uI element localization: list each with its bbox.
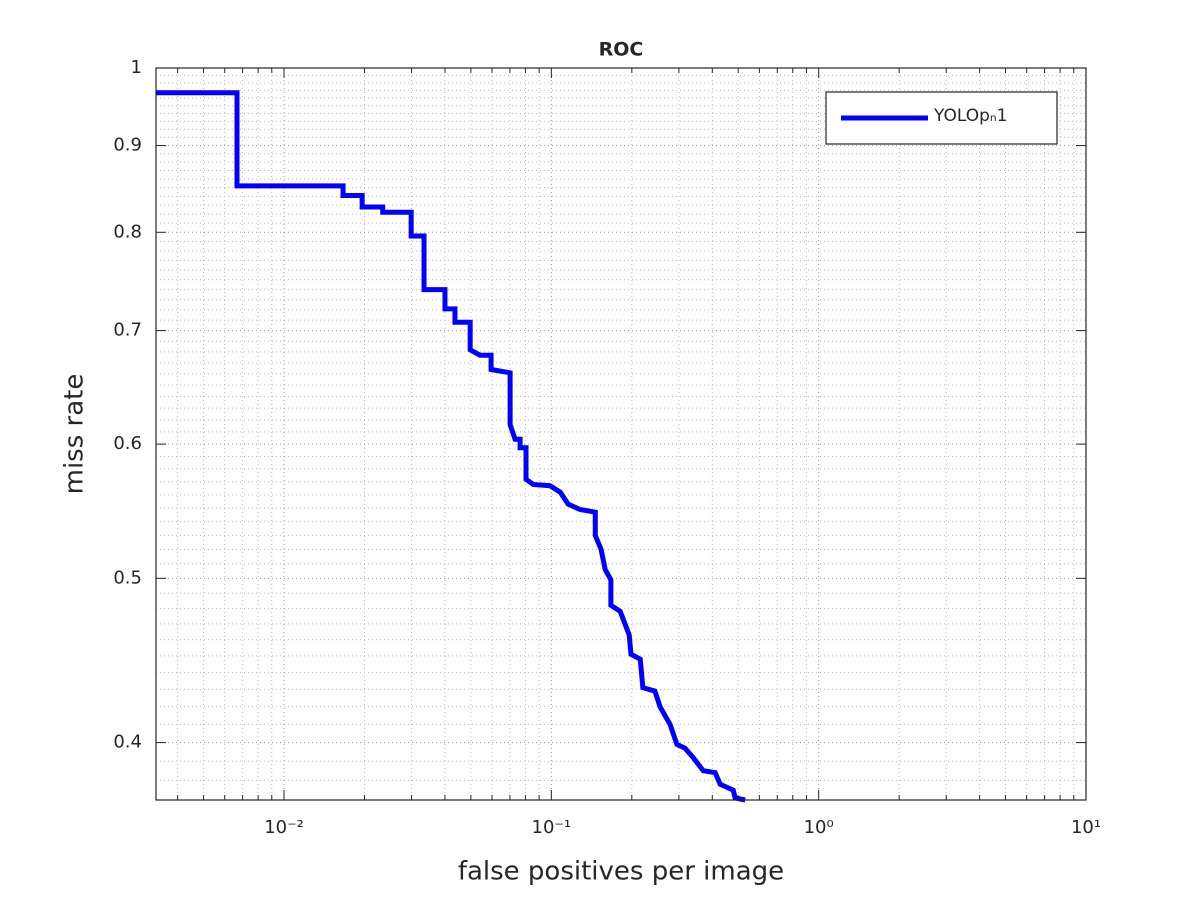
chart-title: ROC [599,39,644,61]
y-tick-label: 1 [131,57,142,78]
legend: YOLOpₙ1 [825,91,1058,145]
x-tick-label: 10⁻¹ [532,817,572,838]
series-line [156,90,746,803]
grid [156,67,1087,801]
legend-box [825,91,1058,145]
y-tick-label: 0.9 [113,135,142,156]
x-tick-label: 10¹ [1071,817,1101,838]
y-tick-label: 0.5 [113,567,142,588]
y-tick-label: 0.8 [113,221,142,242]
y-tick-label: 0.4 [113,732,142,753]
x-axis-label: false positives per image [458,857,784,887]
y-tick-label: 0.7 [113,320,142,341]
legend-label: YOLOpₙ1 [933,106,1007,126]
y-axis-label: miss rate [60,374,90,495]
plot [156,90,746,803]
labels: 10⁻² 10⁻¹ 10⁰ 10¹ 0.4 0.5 0.6 0.7 0.8 0.9 1 [113,57,1101,838]
y-tick-label: 0.6 [113,433,142,454]
axes-box [155,67,1087,801]
x-tick-label: 10⁰ [804,817,834,838]
x-tick-label: 10⁻² [264,817,304,838]
